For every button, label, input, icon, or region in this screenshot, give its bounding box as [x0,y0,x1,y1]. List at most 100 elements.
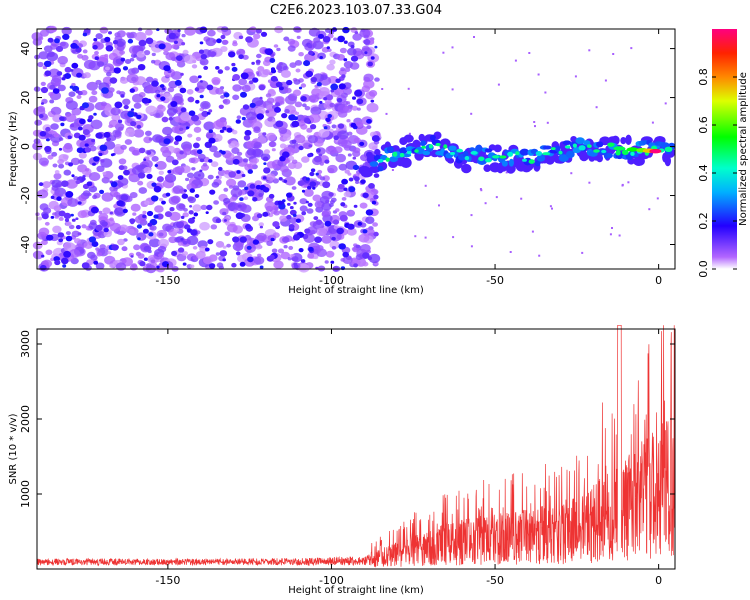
signal-blob [528,159,535,164]
signal-blob [414,149,419,153]
noise-blob [71,49,77,54]
noise-blob [312,40,324,50]
noise-blob [340,266,346,271]
noise-blob [223,197,231,204]
noise-blob [126,73,139,84]
noise-speck [520,197,523,200]
noise-blob [70,69,74,72]
noise-blob [120,57,126,62]
noise-blob [341,197,347,201]
noise-blob [53,132,60,138]
noise-blob [176,221,184,229]
noise-speck [514,59,517,62]
signal-blob [485,158,492,163]
noise-blob [171,250,178,256]
signal-blob [464,156,470,161]
noise-blob [327,114,333,118]
noise-blob [70,123,75,128]
noise-blob [215,252,220,256]
noise-blob [326,94,334,101]
noise-blob [146,210,154,217]
noise-blob [93,156,100,162]
noise-blob [209,145,218,153]
noise-blob [245,36,253,43]
noise-blob [331,236,336,241]
signal-blob [596,141,604,148]
noise-blob [39,203,49,211]
noise-blob [171,71,183,80]
noise-blob [346,119,351,123]
noise-blob [233,209,238,213]
noise-blob [41,213,49,220]
noise-blob [165,155,175,163]
noise-blob [123,169,130,176]
noise-blob [45,249,53,256]
noise-blob [127,68,136,75]
signal-blob [403,134,414,143]
noise-blob [355,180,360,184]
noise-blob [169,207,175,212]
noise-blob [260,31,268,37]
noise-blob [133,54,137,58]
noise-blob [237,204,242,208]
noise-blob [277,248,285,254]
noise-blob [236,115,242,120]
noise-blob [208,159,213,163]
noise-blob [148,232,154,237]
noise-blob [130,203,141,212]
noise-blob [50,133,62,143]
signal-blob [606,152,613,159]
noise-blob [215,66,220,70]
noise-blob [118,165,125,171]
noise-blob [155,113,161,118]
noise-blob [359,202,368,209]
noise-blob [265,108,277,118]
noise-blob [307,253,315,259]
noise-blob [269,254,275,260]
noise-blob [79,118,86,125]
noise-blob [231,62,236,67]
noise-blob [235,119,241,124]
noise-speck [391,169,394,171]
noise-blob [343,105,353,113]
noise-blob [136,124,142,129]
noise-blob [348,186,356,193]
noise-blob [216,38,222,44]
noise-blob [48,200,59,210]
noise-blob [245,111,257,121]
noise-blob [47,37,54,43]
noise-blob [318,87,330,97]
noise-blob [117,119,123,124]
noise-blob [53,173,62,180]
noise-blob [114,207,124,216]
noise-blob [145,130,152,136]
noise-blob [195,251,206,259]
noise-blob [202,162,208,167]
noise-blob [268,193,275,199]
signal-blob [508,158,514,167]
noise-blob [169,211,181,221]
noise-blob [307,185,312,190]
noise-blob [328,192,334,197]
noise-blob [94,56,100,61]
noise-blob [158,170,164,175]
noise-blob [171,159,179,166]
noise-blob [294,60,303,66]
noise-blob [315,172,319,176]
noise-speck [497,83,500,86]
noise-speck [505,171,508,174]
noise-blob [207,239,214,245]
noise-blob [180,215,185,219]
signal-blob [421,145,427,149]
noise-blob [180,111,192,122]
signal-blob [586,144,592,149]
noise-blob [270,75,278,82]
noise-blob [111,244,119,251]
noise-blob [52,88,60,94]
noise-blob [71,62,79,69]
noise-blob [120,94,125,98]
signal-blob [615,150,621,156]
noise-blob [229,196,237,202]
noise-blob [74,238,81,244]
noise-blob [324,260,329,264]
